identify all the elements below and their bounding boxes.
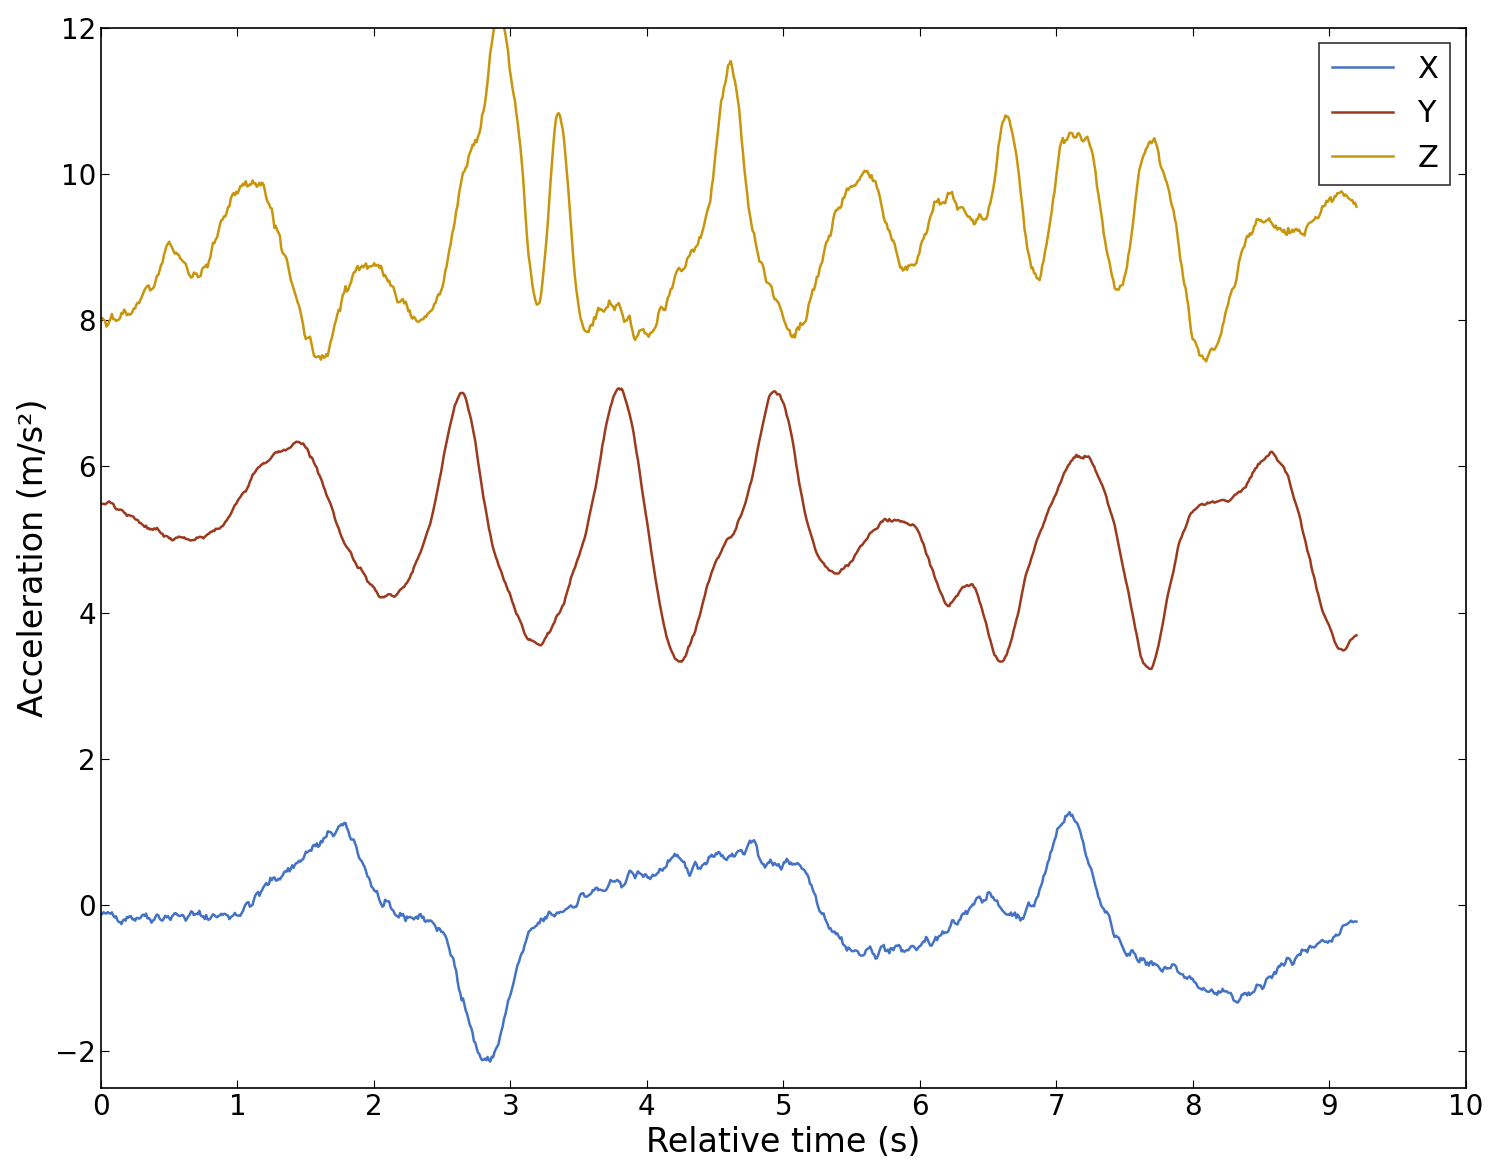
Z <box>488 9 506 24</box>
Line: Z: Z <box>100 16 1356 361</box>
X <box>664 849 682 863</box>
Z <box>92 310 110 325</box>
Z <box>537 234 555 248</box>
X <box>573 887 591 901</box>
Legend: X, Y, Z: X, Y, Z <box>1320 44 1450 185</box>
X <box>92 908 110 922</box>
X <box>942 918 960 933</box>
Y <box>572 543 590 557</box>
Z <box>1347 200 1365 214</box>
Y-axis label: Acceleration (m/s²): Acceleration (m/s²) <box>16 399 50 717</box>
Z <box>1004 125 1022 139</box>
Y <box>1347 628 1365 642</box>
X <box>482 1055 500 1069</box>
Y <box>1004 630 1022 644</box>
X <box>1004 909 1022 923</box>
Y <box>303 452 321 466</box>
X <box>1347 915 1365 929</box>
X <box>1060 806 1078 820</box>
Y <box>942 596 960 610</box>
X <box>303 838 321 853</box>
X <box>537 911 555 926</box>
Z <box>664 276 682 290</box>
Line: Y: Y <box>100 388 1356 669</box>
Y <box>92 497 110 512</box>
Line: X: X <box>100 813 1356 1062</box>
Z <box>1197 354 1215 368</box>
Y <box>1142 662 1160 676</box>
Z <box>303 343 321 358</box>
Z <box>573 315 591 329</box>
X-axis label: Relative time (s): Relative time (s) <box>646 1127 921 1160</box>
Y <box>536 632 554 646</box>
Y <box>664 648 682 662</box>
Z <box>942 186 960 200</box>
Y <box>609 381 627 395</box>
